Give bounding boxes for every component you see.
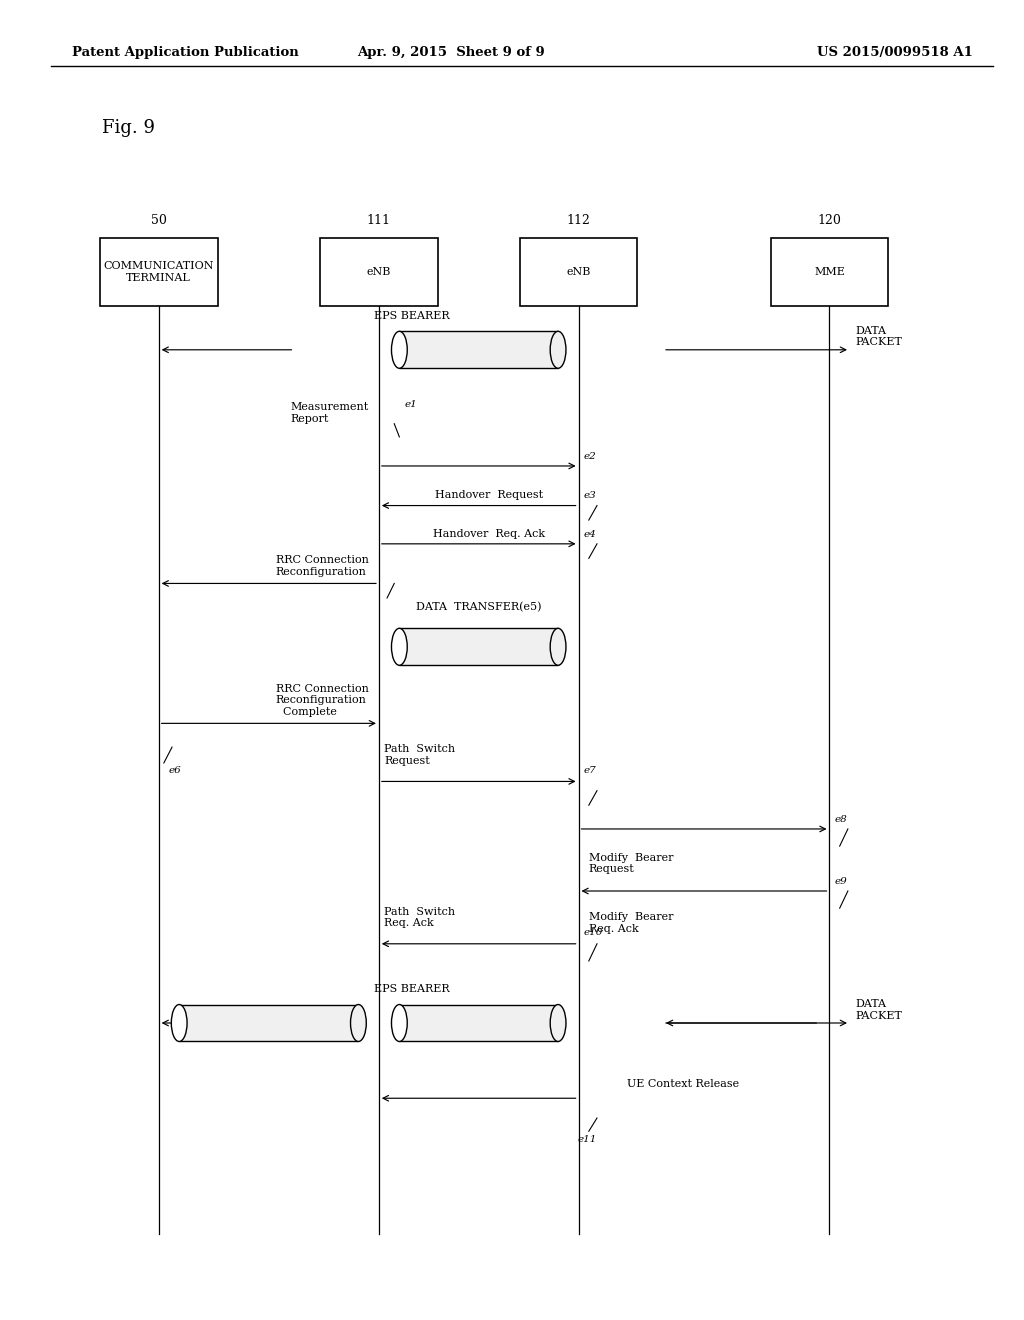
Text: RRC Connection
Reconfiguration
  Complete: RRC Connection Reconfiguration Complete (275, 684, 369, 717)
Text: e3: e3 (584, 491, 596, 500)
Text: Modify  Bearer
Request: Modify Bearer Request (589, 853, 674, 874)
Text: Fig. 9: Fig. 9 (102, 119, 156, 137)
Text: Handover  Req. Ack: Handover Req. Ack (433, 528, 545, 539)
Text: Path  Switch
Req. Ack: Path Switch Req. Ack (384, 907, 455, 928)
Text: 111: 111 (367, 214, 391, 227)
Bar (771, 238, 889, 306)
Ellipse shape (550, 331, 566, 368)
Text: US 2015/0099518 A1: US 2015/0099518 A1 (817, 46, 973, 59)
Bar (399, 628, 558, 665)
Text: e9: e9 (835, 876, 847, 886)
Bar (519, 238, 637, 306)
Text: COMMUNICATION
TERMINAL: COMMUNICATION TERMINAL (103, 261, 214, 282)
Text: eNB: eNB (367, 267, 391, 277)
Bar (399, 1005, 558, 1041)
Ellipse shape (350, 1005, 367, 1041)
Text: Patent Application Publication: Patent Application Publication (72, 46, 298, 59)
Bar (319, 238, 438, 306)
Bar (399, 331, 558, 368)
Text: UE Context Release: UE Context Release (628, 1078, 739, 1089)
Text: Measurement
Report: Measurement Report (291, 403, 369, 424)
Text: 120: 120 (817, 214, 842, 227)
Ellipse shape (171, 1005, 187, 1041)
Text: Handover  Request: Handover Request (435, 490, 543, 500)
Text: RRC Connection
Reconfiguration: RRC Connection Reconfiguration (275, 556, 369, 577)
Ellipse shape (550, 1005, 566, 1041)
Bar (100, 238, 218, 306)
Text: Modify  Bearer
Req. Ack: Modify Bearer Req. Ack (589, 912, 674, 933)
Text: DATA  TRANSFER(e5): DATA TRANSFER(e5) (416, 602, 542, 612)
Text: e4: e4 (584, 529, 596, 539)
Text: e1: e1 (404, 400, 417, 409)
Text: e2: e2 (584, 451, 596, 461)
Text: e6: e6 (169, 766, 181, 775)
Text: e10: e10 (584, 928, 603, 937)
Ellipse shape (391, 1005, 408, 1041)
Ellipse shape (391, 628, 408, 665)
Ellipse shape (550, 628, 566, 665)
Text: EPS BEARER: EPS BEARER (374, 310, 450, 321)
Text: 112: 112 (566, 214, 591, 227)
Text: DATA
PACKET: DATA PACKET (855, 326, 902, 347)
Text: EPS BEARER: EPS BEARER (374, 983, 450, 994)
Text: Apr. 9, 2015  Sheet 9 of 9: Apr. 9, 2015 Sheet 9 of 9 (356, 46, 545, 59)
Text: 50: 50 (151, 214, 167, 227)
Text: e7: e7 (584, 766, 596, 775)
Text: MME: MME (814, 267, 845, 277)
Text: e8: e8 (835, 814, 847, 824)
Text: DATA
PACKET: DATA PACKET (855, 999, 902, 1020)
Text: e11: e11 (578, 1135, 596, 1144)
Text: eNB: eNB (566, 267, 591, 277)
Text: Path  Switch
Request: Path Switch Request (384, 744, 455, 766)
Ellipse shape (391, 331, 408, 368)
Bar (179, 1005, 358, 1041)
